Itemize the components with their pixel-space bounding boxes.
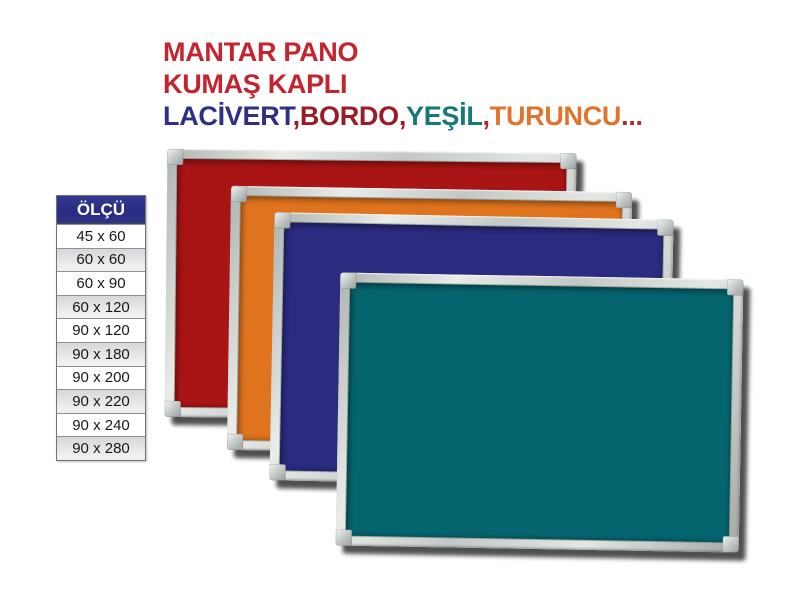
corner-cap-icon [657, 219, 674, 236]
size-row: 90 x 200 [57, 365, 145, 390]
fabric-yesil [345, 282, 734, 543]
corner-cap-icon [615, 191, 633, 209]
corner-cap-icon [230, 185, 248, 203]
color-word: YEŞİL [406, 101, 483, 131]
corner-cap-icon [335, 529, 352, 546]
title-block: MANTAR PANO KUMAŞ KAPLI LACİVERT,BORDO,Y… [163, 36, 643, 137]
size-table: ÖLÇÜ 45 x 60 60 x 60 60 x 90 60 x 120 90 x 1… [56, 195, 146, 461]
color-word: LACİVERT [163, 101, 293, 131]
size-row: 60 x 90 [57, 271, 145, 295]
corner-cap-icon [269, 464, 286, 481]
color-word: , [292, 101, 301, 131]
size-table-header: ÖLÇÜ [57, 196, 145, 224]
corner-cap-icon [340, 272, 357, 289]
board-yesil [335, 272, 744, 553]
title-line-2: KUMAŞ KAPLI [163, 69, 348, 99]
corner-cap-icon [167, 148, 184, 166]
color-word: , [482, 101, 491, 131]
title-line-3: LACİVERT,BORDO,YEŞİL,TURUNCU... [163, 100, 643, 137]
size-row: 90 x 120 [57, 318, 145, 342]
corner-cap-icon [164, 400, 181, 418]
color-word: , [398, 101, 407, 131]
size-row: 90 x 220 [57, 389, 145, 413]
corner-cap-icon [722, 536, 739, 553]
corner-cap-icon [560, 152, 577, 170]
color-word: TURUNCU [489, 101, 622, 131]
size-row: 45 x 60 [57, 224, 145, 248]
color-word: BORDO [299, 101, 399, 131]
size-row: 60 x 60 [57, 247, 145, 272]
size-row: 90 x 240 [57, 412, 145, 437]
corner-cap-icon [727, 279, 744, 296]
size-row: 60 x 120 [57, 294, 145, 319]
corner-cap-icon [274, 212, 291, 229]
size-table-body: 45 x 60 60 x 60 60 x 90 60 x 120 90 x 120 90 … [57, 224, 145, 460]
title-line-1: MANTAR PANO [163, 37, 359, 67]
size-row: 90 x 180 [57, 341, 145, 366]
corner-cap-icon [226, 433, 244, 451]
size-row: 90 x 280 [57, 436, 145, 460]
color-word: ... [621, 101, 643, 131]
